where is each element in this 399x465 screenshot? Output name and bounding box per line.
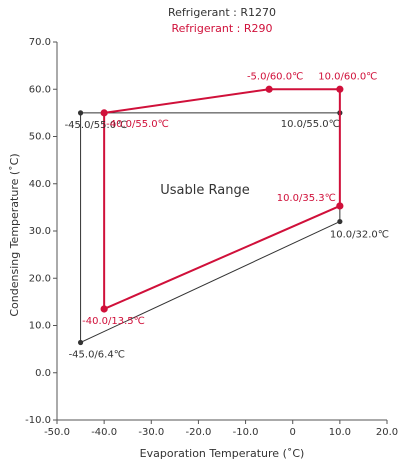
r290-point [336, 85, 344, 93]
tick-labels: -50.0 -40.0 -30.0 -20.0 -10.0 0 10.0 20.0 -10.0 0… [25, 37, 398, 438]
y-tick-label: 70.0 [29, 37, 51, 48]
y-tick-label: 30.0 [29, 226, 51, 237]
y-tick-label: 60.0 [29, 84, 51, 95]
x-tick-label: -20.0 [185, 427, 211, 438]
legend: Refrigerant : R1270 Refrigerant : R290 [168, 6, 276, 35]
r1270-envelope [80, 112, 341, 344]
r290-point-label: -5.0/60.0℃ [247, 71, 303, 82]
x-tick-label: -50.0 [44, 427, 70, 438]
y-tick-label: 40.0 [29, 179, 51, 190]
r290-point-label: 10.0/60.0℃ [318, 71, 377, 82]
r290-point [265, 85, 273, 93]
r1270-point-label: -45.0/6.4℃ [69, 350, 125, 361]
usable-range-label: Usable Range [160, 183, 249, 198]
r290-point [100, 305, 108, 313]
y-tick-label: 10.0 [29, 321, 51, 332]
y-axis-label: Condensing Temperature (˚C) [8, 153, 21, 316]
y-tick-label: 20.0 [29, 273, 51, 284]
legend-entry-r290: Refrigerant : R290 [171, 22, 272, 35]
y-tick-label: 50.0 [29, 132, 51, 143]
x-tick-label: 20.0 [376, 427, 398, 438]
r290-envelope [103, 88, 341, 311]
x-tick-label: -30.0 [138, 427, 164, 438]
x-axis-label: Evaporation Temperature (˚C) [140, 447, 305, 460]
r1270-point [77, 110, 84, 116]
r290-point-label: -40.0/13.5℃ [82, 316, 145, 327]
x-tick-label: 0 [290, 427, 296, 438]
r1270-point [337, 218, 343, 225]
legend-entry-r1270: Refrigerant : R1270 [168, 6, 276, 19]
y-tick-label: -10.0 [25, 415, 51, 426]
x-tick-label: -40.0 [91, 427, 117, 438]
axes [53, 41, 388, 424]
envelopes [77, 85, 344, 346]
r1270-point [77, 339, 84, 346]
r290-point-label: 10.0/35.3℃ [277, 193, 336, 204]
r290-point-label: -40.0/55.0℃ [106, 119, 169, 130]
point-labels: -45.0/55.0℃ 10.0/55.0℃ 10.0/32.0℃ -45.0/6.4… [65, 71, 389, 360]
r1270-point-label: 10.0/32.0℃ [330, 230, 389, 241]
x-tick-label: -10.0 [233, 427, 259, 438]
r1270-point-label: -45.0/55.0℃ [65, 120, 128, 131]
r290-point [100, 109, 108, 117]
r290-point [336, 202, 344, 210]
r1270-point-label: 10.0/55.0℃ [281, 119, 340, 130]
x-tick-label: 10.0 [329, 427, 351, 438]
y-tick-label: 0.0 [35, 368, 51, 379]
